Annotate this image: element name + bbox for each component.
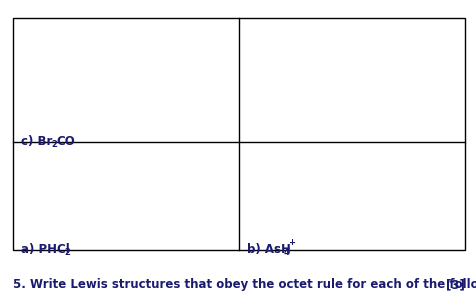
Text: 2: 2 <box>64 248 69 257</box>
Text: [3]: [3] <box>445 278 464 291</box>
Text: a) PHCl: a) PHCl <box>21 243 69 256</box>
Text: c) Br: c) Br <box>21 135 52 148</box>
Text: 4: 4 <box>283 248 289 257</box>
Text: 5. Write Lewis structures that obey the octet rule for each of the following:: 5. Write Lewis structures that obey the … <box>13 278 476 291</box>
Text: b) AsH: b) AsH <box>247 243 290 256</box>
Text: +: + <box>288 238 295 247</box>
Text: CO: CO <box>56 135 75 148</box>
Bar <box>13 18 464 250</box>
Text: 2: 2 <box>51 140 58 149</box>
